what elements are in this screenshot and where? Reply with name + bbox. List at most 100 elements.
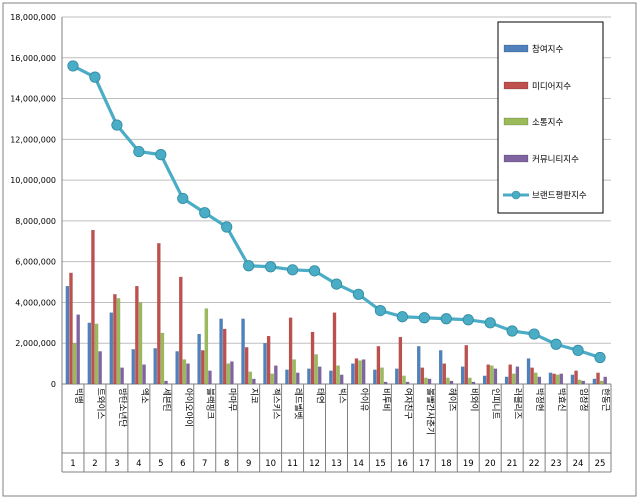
line-point-10 [265, 261, 277, 273]
x-tick-label: 인피니트 [490, 388, 501, 419]
x-tick-label: 블랙핑크 [205, 388, 216, 419]
rank-label: 3 [114, 459, 119, 469]
legend-marker [511, 190, 521, 200]
bar-4-14 [361, 359, 366, 385]
rank-label: 16 [397, 459, 408, 469]
y-tick-label: 10,000,000 [10, 176, 56, 185]
bar-1-16 [395, 368, 399, 385]
bar-4-20 [493, 368, 498, 385]
line-point-15 [374, 304, 387, 317]
rank-label: 5 [158, 459, 163, 469]
line-point-19 [462, 314, 474, 326]
x-tick-label: 헤이즈 [446, 388, 457, 412]
line-point-17 [418, 312, 430, 324]
bar-2-13 [332, 312, 337, 385]
bar-3-4 [138, 302, 143, 385]
bar-2-18 [442, 363, 447, 385]
y-tick-label: 4,000,000 [15, 298, 56, 307]
bar-2-3 [113, 294, 117, 385]
rank-label: 2 [92, 459, 97, 469]
x-tick-label: 빅뱅 [73, 388, 84, 404]
bar-4-2 [98, 351, 102, 385]
bar-4-21 [515, 366, 520, 385]
rank-label: 15 [375, 459, 386, 469]
bar-1-4 [131, 349, 136, 385]
bar-4-23 [559, 373, 564, 385]
bar-1-1 [65, 285, 70, 385]
bar-1-15 [373, 369, 377, 385]
line-point-18 [440, 313, 452, 325]
bar-3-19 [468, 377, 472, 385]
rank-label: 4 [136, 459, 141, 469]
bar-4-11 [296, 372, 300, 385]
line-point-23 [550, 338, 562, 350]
rank-label: 25 [595, 459, 606, 469]
bar-2-5 [157, 243, 161, 385]
x-tick-label: 마마무 [227, 388, 237, 412]
x-tick-label: 여자친구 [402, 388, 413, 419]
y-tick-label: 6,000,000 [15, 258, 56, 267]
rank-label: 17 [419, 459, 430, 469]
line-point-14 [352, 288, 365, 300]
bar-2-2 [91, 229, 95, 385]
bar-4-15 [383, 381, 388, 385]
bar-1-6 [175, 351, 179, 385]
line-point-11 [286, 264, 299, 276]
bar-4-17 [427, 378, 432, 385]
line-point-20 [484, 317, 496, 329]
x-tick-label: 아이오아이 [183, 388, 194, 427]
rank-label: 10 [265, 459, 276, 469]
line-point-2 [89, 71, 101, 83]
bar-1-18 [438, 350, 443, 385]
bar-4-22 [537, 376, 542, 385]
x-tick-label: 아이유 [358, 388, 369, 412]
bar-4-25 [603, 376, 607, 385]
bar-4-19 [471, 381, 476, 385]
bar-3-23 [555, 374, 560, 385]
bar-1-19 [460, 366, 465, 385]
bar-3-14 [358, 360, 362, 385]
bar-4-16 [405, 381, 410, 385]
legend-swatch-2 [503, 81, 529, 90]
bar-3-12 [314, 354, 318, 385]
bar-2-14 [354, 358, 359, 385]
x-tick-label: 박효신 [556, 388, 567, 411]
bar-3-10 [270, 373, 274, 385]
bar-2-6 [179, 276, 183, 385]
bar-1-5 [153, 348, 157, 385]
bar-1-8 [219, 318, 223, 385]
line-point-1 [67, 60, 79, 72]
line-point-9 [243, 260, 255, 272]
legend-label-4: 커뮤니티지수 [532, 154, 579, 165]
line-point-3 [111, 119, 123, 131]
rank-label: 23 [551, 459, 562, 469]
legend-label-5: 브랜드평판지수 [532, 190, 587, 201]
rank-label: 13 [331, 459, 342, 469]
bar-3-8 [226, 363, 231, 385]
bar-3-17 [424, 377, 428, 385]
x-tick-label: 지코 [249, 388, 259, 404]
bar-3-22 [533, 372, 538, 385]
bar-1-20 [482, 375, 487, 385]
y-tick-label: 12,000,000 [10, 135, 56, 144]
line-point-25 [594, 351, 606, 364]
line-point-22 [528, 328, 540, 340]
bar-1-17 [416, 346, 421, 385]
bar-3-16 [402, 375, 406, 385]
legend-box [497, 21, 604, 214]
x-tick-label: 트와이스 [95, 388, 106, 419]
line-point-13 [330, 278, 343, 290]
rank-label: 19 [463, 459, 474, 469]
bar-2-24 [574, 370, 578, 385]
bar-1-7 [197, 333, 201, 385]
bar-1-12 [307, 368, 311, 385]
bar-3-11 [292, 359, 296, 385]
bar-2-11 [288, 317, 293, 385]
bar-4-13 [339, 374, 344, 385]
y-tick-label: 14,000,000 [10, 95, 56, 104]
bar-4-4 [142, 364, 146, 385]
bar-4-8 [230, 361, 234, 385]
bar-2-23 [552, 373, 556, 385]
bar-1-3 [109, 312, 114, 385]
